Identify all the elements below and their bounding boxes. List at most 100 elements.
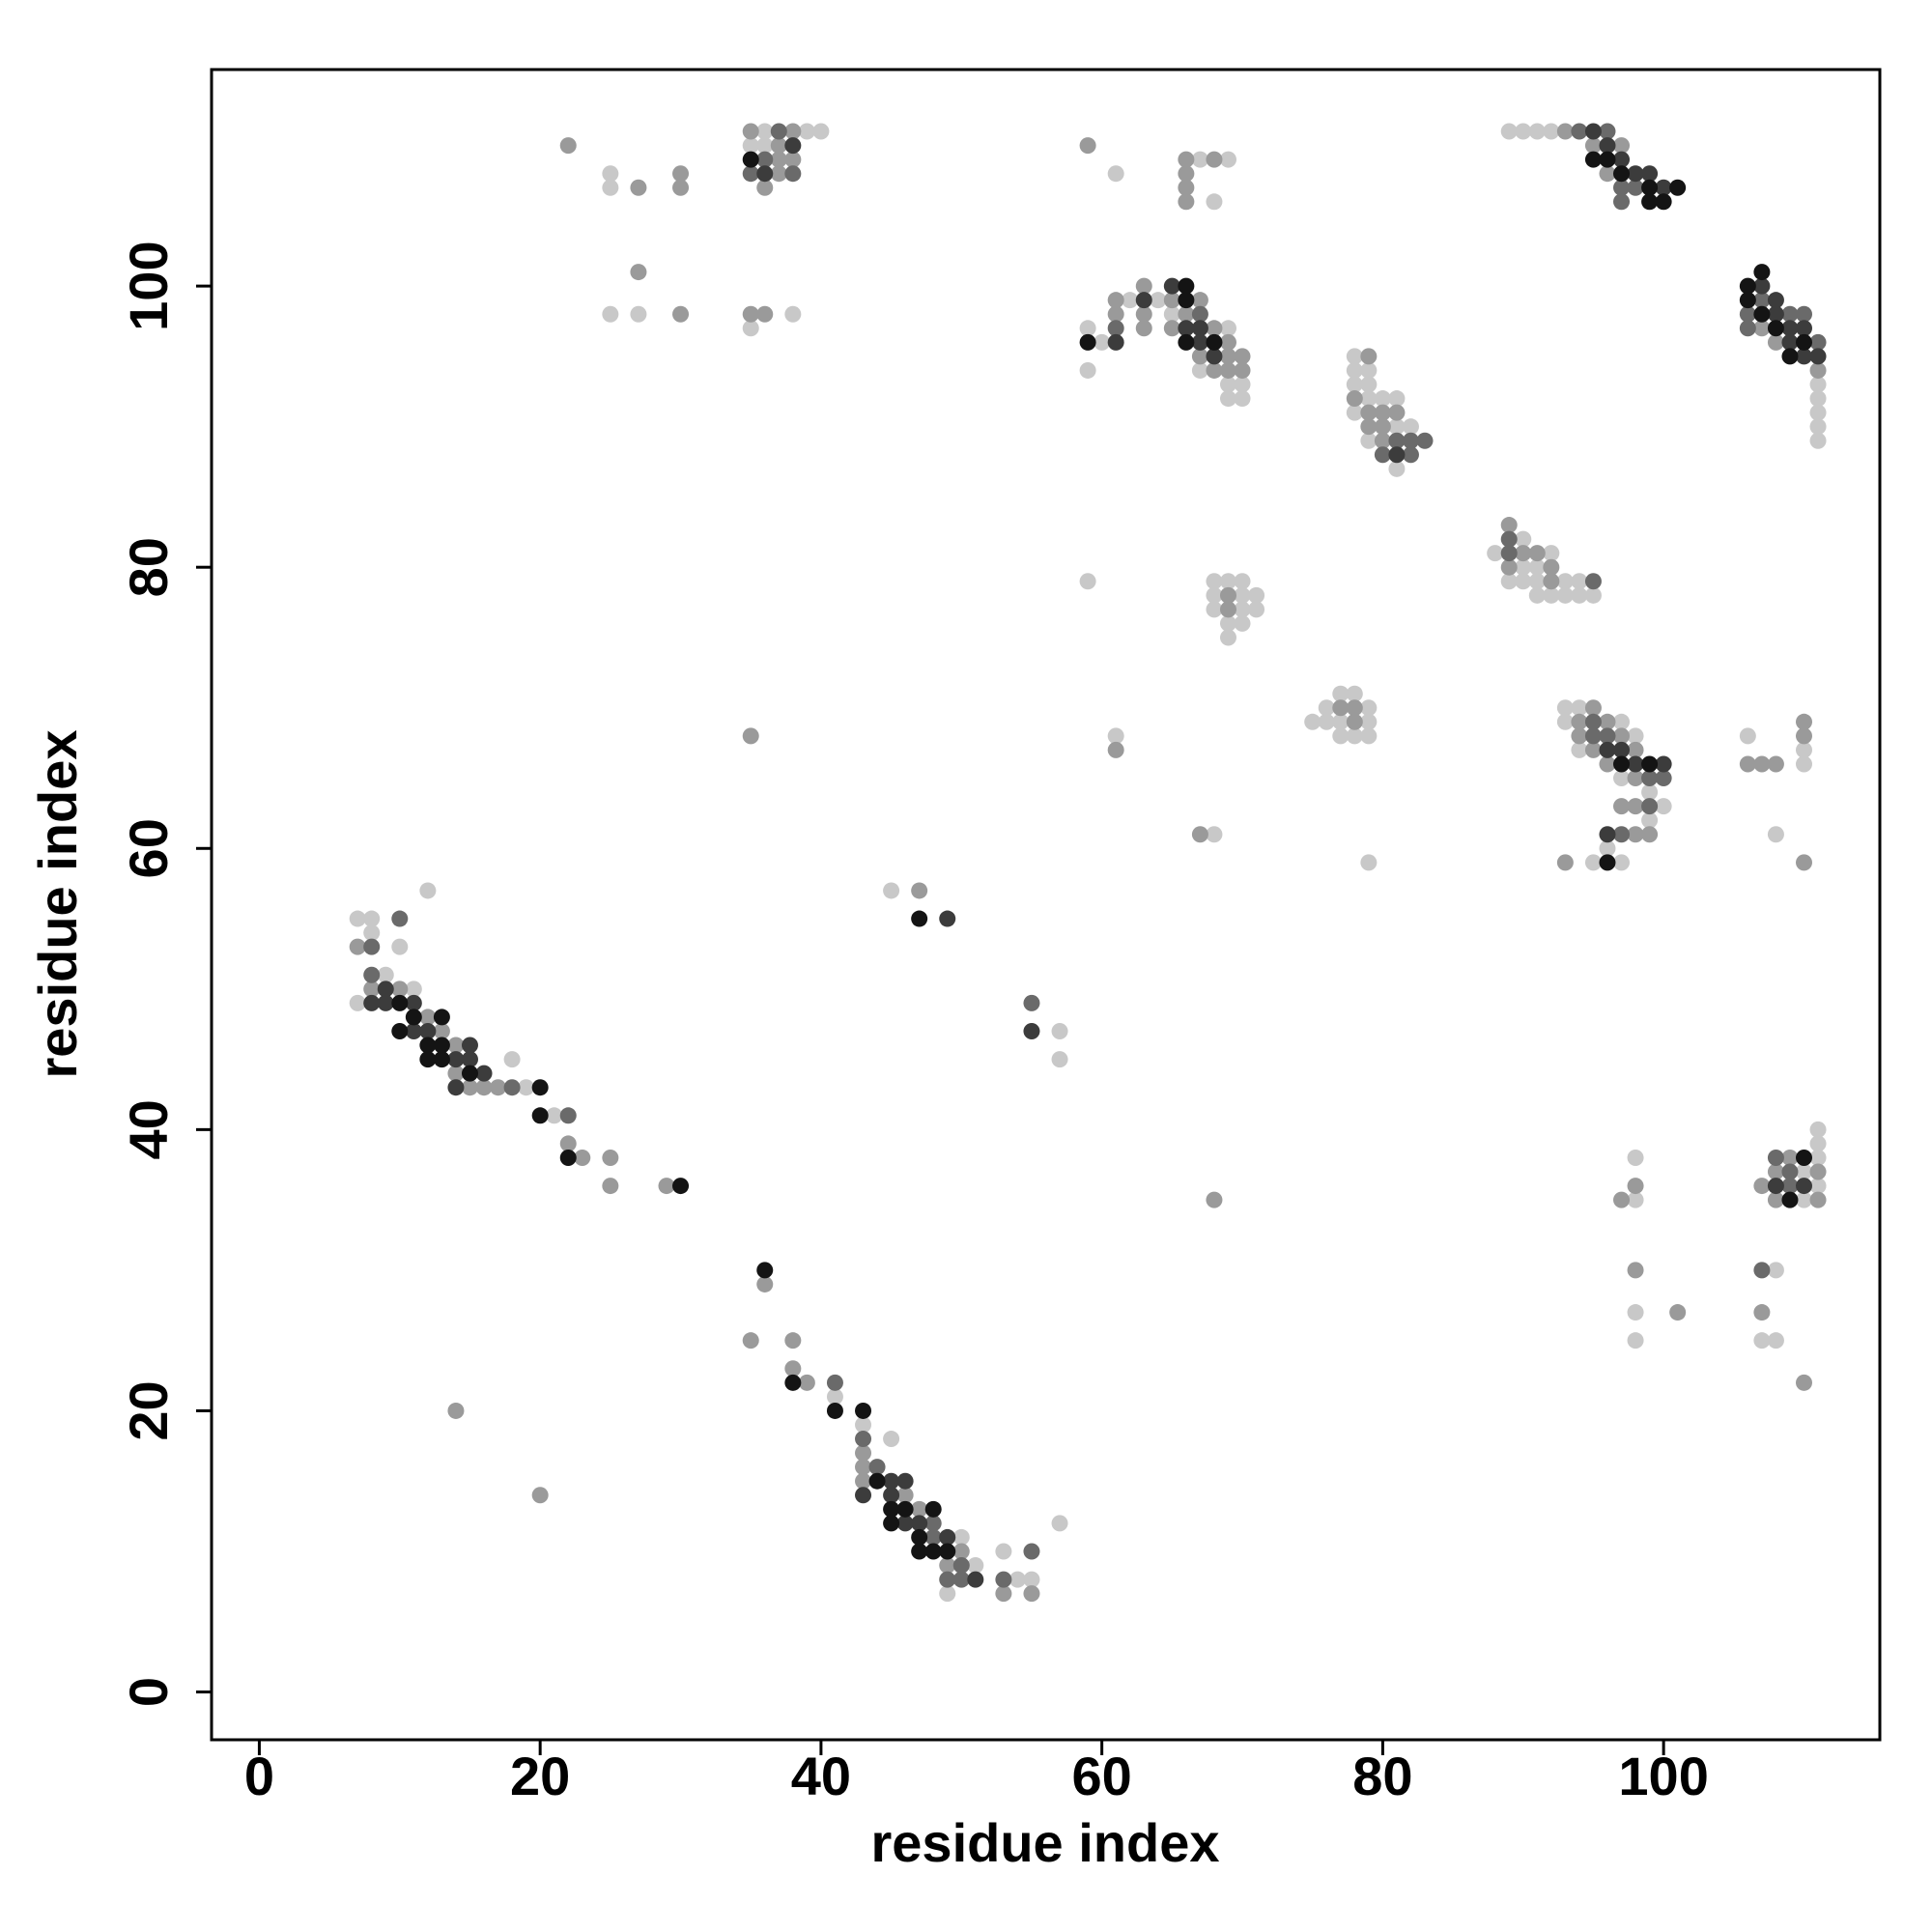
contact-point	[883, 882, 900, 899]
contact-point	[1178, 151, 1195, 168]
contact-point	[461, 1051, 478, 1068]
contact-point	[1669, 179, 1687, 196]
contact-point	[1150, 292, 1167, 309]
contact-point	[868, 1472, 886, 1490]
contact-point	[1219, 573, 1236, 590]
contact-point	[855, 1472, 872, 1490]
contact-point	[1360, 854, 1378, 871]
contact-point	[939, 1585, 956, 1603]
contact-point	[1641, 811, 1659, 829]
contact-point	[756, 137, 774, 155]
contact-point	[883, 1515, 900, 1532]
contact-point	[1107, 333, 1124, 351]
contact-point	[559, 1135, 577, 1152]
contact-point	[756, 305, 774, 323]
contact-point	[1219, 614, 1236, 632]
contact-point	[419, 1022, 437, 1039]
contact-point	[1346, 699, 1363, 717]
contact-point	[1767, 1332, 1784, 1350]
contact-point	[1360, 361, 1378, 379]
contact-point	[1627, 770, 1644, 787]
contact-point	[1219, 333, 1236, 351]
contact-point	[1191, 305, 1208, 323]
contact-point	[1627, 755, 1644, 773]
contact-point	[911, 1515, 928, 1532]
contact-point	[1655, 179, 1672, 196]
contact-point	[1346, 376, 1363, 393]
contact-point	[1613, 854, 1631, 871]
contact-point	[855, 1431, 872, 1448]
contact-point	[1809, 1149, 1827, 1166]
contact-point	[1219, 586, 1236, 604]
contact-point	[1627, 1304, 1644, 1321]
contact-point	[1388, 460, 1406, 477]
contact-point	[1571, 713, 1588, 730]
contact-point	[1613, 826, 1631, 843]
contact-point	[1796, 854, 1812, 871]
contact-point	[742, 1332, 759, 1350]
contact-point	[1079, 361, 1096, 379]
contact-point	[1023, 1585, 1040, 1603]
contact-point	[1051, 1022, 1068, 1039]
contact-point	[1219, 348, 1236, 365]
contact-point	[531, 1107, 549, 1124]
contact-point	[1234, 614, 1251, 632]
contact-point	[1234, 586, 1251, 604]
contact-point	[1374, 404, 1391, 421]
contact-point	[1543, 586, 1560, 604]
contact-point	[1739, 320, 1756, 337]
contact-point	[855, 1444, 872, 1462]
contact-point	[798, 123, 815, 140]
contact-point	[1739, 755, 1756, 773]
contact-point	[1613, 1191, 1631, 1208]
contact-point	[1599, 151, 1616, 168]
contact-point	[1234, 390, 1251, 408]
contact-point	[391, 980, 409, 998]
contact-point	[1796, 348, 1812, 365]
contact-point	[1584, 727, 1602, 745]
contact-point	[1571, 727, 1588, 745]
contact-point	[826, 1374, 843, 1391]
contact-point	[1641, 755, 1659, 773]
contact-point	[1163, 277, 1180, 295]
contact-point	[1796, 741, 1812, 758]
contact-point	[1388, 390, 1406, 408]
contact-point	[1388, 432, 1406, 449]
contact-point	[1206, 573, 1223, 590]
contact-point	[377, 994, 394, 1011]
contact-point	[1374, 390, 1391, 408]
contact-point	[756, 1262, 774, 1279]
contact-point	[1023, 994, 1040, 1011]
contact-point	[1767, 1178, 1784, 1195]
contact-point	[1613, 193, 1631, 211]
contact-point	[1641, 179, 1659, 196]
contact-point	[742, 305, 759, 323]
contact-point	[1627, 1262, 1644, 1279]
contact-point	[742, 151, 759, 168]
contact-point	[1360, 376, 1378, 393]
contact-point	[756, 123, 774, 140]
contact-point	[1374, 432, 1391, 449]
contact-point	[742, 320, 759, 337]
contact-point	[1374, 418, 1391, 436]
contact-point	[1051, 1051, 1068, 1068]
contact-point	[1796, 305, 1812, 323]
contact-point	[672, 179, 690, 196]
contact-point	[475, 1079, 493, 1096]
contact-point	[770, 165, 787, 183]
contact-point	[1641, 193, 1659, 211]
contact-point	[1753, 264, 1771, 281]
contact-point	[1781, 305, 1799, 323]
contact-point	[546, 1107, 563, 1124]
contact-point	[1402, 418, 1419, 436]
contact-point	[1178, 277, 1195, 295]
contact-point	[1346, 685, 1363, 702]
plot-frame	[210, 68, 1882, 1742]
contact-point	[1796, 713, 1812, 730]
contact-point	[1206, 320, 1223, 337]
contact-point	[1669, 1304, 1687, 1321]
contact-point	[1543, 573, 1560, 590]
contact-point	[433, 1051, 450, 1068]
contact-point	[1304, 713, 1321, 730]
contact-point	[1627, 165, 1644, 183]
